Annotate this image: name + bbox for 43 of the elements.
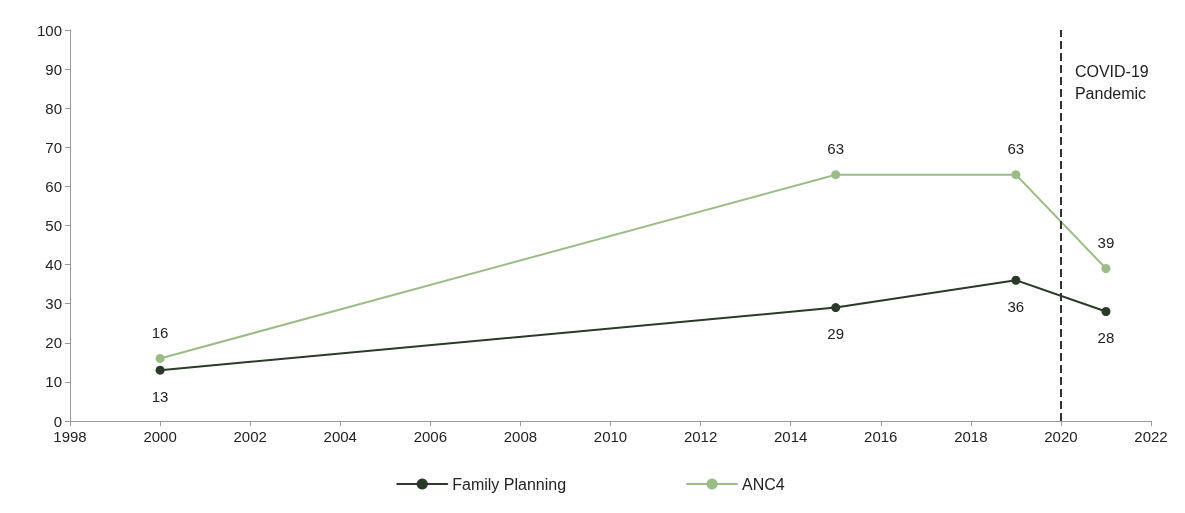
point bbox=[1101, 307, 1111, 317]
x-tick-label: 2022 bbox=[1134, 428, 1168, 445]
ref-line-label: COVID-19 Pandemic bbox=[1074, 62, 1154, 102]
data-label: 63 bbox=[827, 140, 845, 158]
point bbox=[831, 170, 841, 180]
y-tick-label: 50 bbox=[45, 217, 62, 234]
data-label: 29 bbox=[827, 325, 845, 343]
data-label: 36 bbox=[1007, 297, 1025, 315]
x-tick-label: 2020 bbox=[1044, 428, 1078, 445]
point bbox=[1011, 275, 1021, 285]
point bbox=[155, 365, 165, 375]
data-label: 28 bbox=[1097, 329, 1115, 347]
y-tick-label: 70 bbox=[45, 138, 62, 156]
x-tick-label: 2018 bbox=[954, 428, 988, 445]
data-label: 63 bbox=[1007, 140, 1025, 158]
y-tick-label: 20 bbox=[45, 334, 62, 352]
point bbox=[155, 353, 165, 363]
y-tick-label: 30 bbox=[45, 295, 62, 313]
legend-label: Family Planning bbox=[452, 475, 567, 493]
data-label: 16 bbox=[151, 323, 169, 341]
y-tick-label: 0 bbox=[53, 412, 62, 430]
data-label: 13 bbox=[151, 387, 169, 405]
x-tick-label: 2014 bbox=[773, 428, 808, 445]
x-tick-label: 2002 bbox=[233, 428, 267, 445]
legend-label: ANC4 bbox=[742, 475, 785, 493]
y-tick-label: 10 bbox=[45, 373, 62, 391]
x-tick-label: 2008 bbox=[503, 428, 538, 445]
data-label: 39 bbox=[1097, 234, 1115, 252]
x-tick-label: 2012 bbox=[683, 428, 718, 445]
x-tick-label: 2010 bbox=[593, 428, 628, 445]
x-tick-label: 2006 bbox=[413, 428, 448, 445]
y-tick-label: 40 bbox=[45, 256, 62, 274]
x-tick-label: 2000 bbox=[143, 428, 177, 445]
y-tick-label: 60 bbox=[45, 177, 62, 195]
point bbox=[1011, 170, 1021, 180]
point bbox=[831, 303, 841, 313]
y-tick-label: 100 bbox=[36, 21, 62, 39]
x-tick-label: 2004 bbox=[323, 428, 357, 445]
x-tick-label: 2016 bbox=[864, 428, 898, 445]
x-tick-label: 1998 bbox=[53, 428, 87, 445]
y-tick-label: 80 bbox=[45, 99, 62, 117]
point bbox=[1101, 264, 1111, 274]
y-tick-label: 90 bbox=[45, 60, 62, 78]
